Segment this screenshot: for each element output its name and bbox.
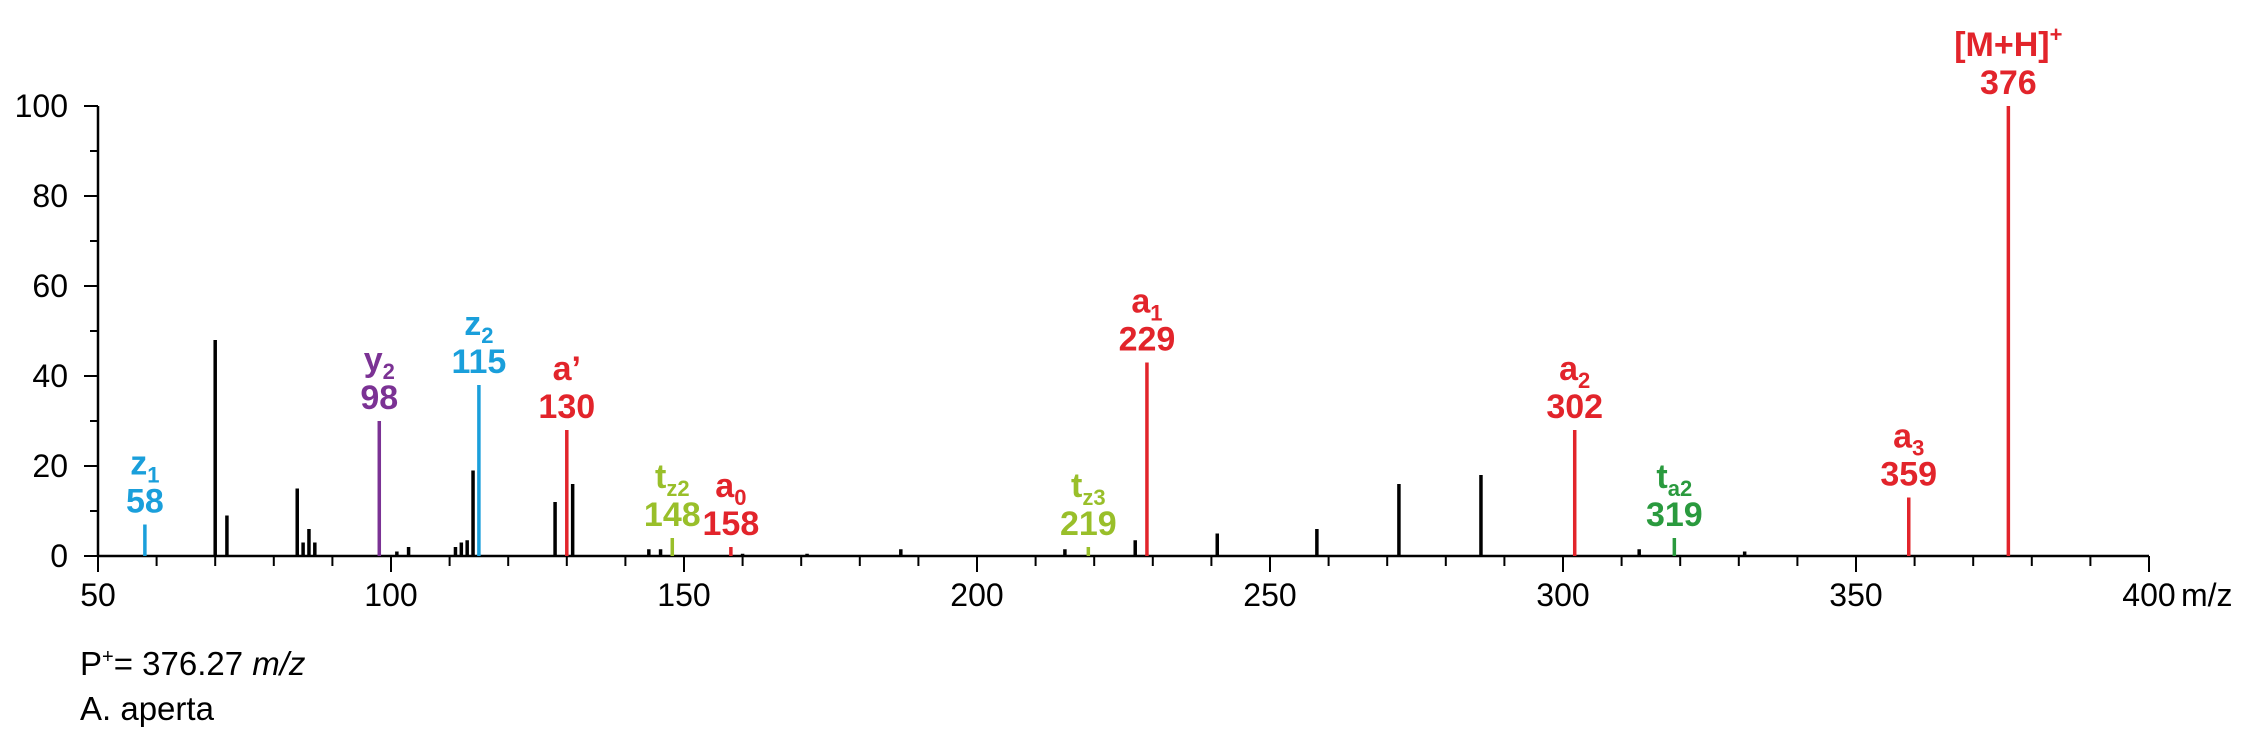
- peak-ion-label: z2: [464, 305, 493, 348]
- mass-spectrum-chart: 50 100 150 200 250 300 350 400 m/z 0 20 40 60 80 100 5…: [15, 22, 2233, 613]
- peak-ion-label: ta2: [1656, 458, 1692, 501]
- peak-value-label: 98: [360, 379, 398, 417]
- peaks: [143, 106, 2011, 556]
- peak-value-label: 148: [644, 496, 701, 534]
- x-tick-label: 250: [1243, 577, 1296, 613]
- peak-value-label: 219: [1060, 505, 1117, 543]
- x-tick-label: 300: [1536, 577, 1589, 613]
- peak-ion-label: a3: [1893, 418, 1924, 461]
- x-tick-label: 50: [80, 577, 116, 613]
- peak-value-label: 302: [1546, 388, 1603, 426]
- peak-ion-label: a1: [1131, 283, 1162, 326]
- peak-ion-label: z1: [130, 445, 159, 488]
- x-tick-label: 150: [657, 577, 710, 613]
- y-tick-label: 0: [50, 538, 68, 574]
- peak-ion-label: y2: [364, 341, 395, 384]
- precursor-value: = 376.27: [113, 645, 244, 682]
- peak-ion-label: a0: [715, 467, 746, 510]
- x-tick-label: 100: [364, 577, 417, 613]
- x-tick-label: 200: [950, 577, 1003, 613]
- peak-ion-label: tz3: [1071, 467, 1106, 510]
- precursor-unit: m/z: [252, 645, 306, 682]
- peak-value-label: 359: [1880, 456, 1937, 494]
- peak-value-label: 319: [1646, 496, 1703, 534]
- species-caption: A. aperta: [80, 690, 214, 727]
- peak-value-label: 115: [451, 343, 506, 381]
- peak-value-label: 376: [1980, 64, 2037, 102]
- y-tick-label: 80: [32, 178, 68, 214]
- peak-value-label: 158: [703, 505, 760, 543]
- peak-ion-label: tz2: [655, 458, 690, 501]
- precursor-caption: P+= 376.27 m/z: [80, 645, 305, 683]
- x-axis-label: m/z: [2181, 577, 2233, 613]
- y-tick-label: 100: [15, 88, 68, 124]
- precursor-prefix: P: [80, 645, 103, 682]
- peak-ion-label: a2: [1559, 350, 1590, 393]
- x-tick-label: 350: [1829, 577, 1882, 613]
- y-tick-label: 60: [32, 268, 68, 304]
- peak-value-label: 229: [1119, 321, 1176, 359]
- peak-value-label: 130: [538, 388, 595, 426]
- y-tick-label: 20: [32, 448, 68, 484]
- x-tick-label: 400: [2122, 577, 2175, 613]
- y-tick-label: 40: [32, 358, 68, 394]
- axes: 50 100 150 200 250 300 350 400 m/z 0 20 40 60 80 100: [15, 88, 2233, 613]
- peak-ion-label: [M+H]+: [1954, 22, 2062, 64]
- peak-ion-label: a’: [553, 350, 581, 388]
- peak-value-label: 58: [126, 483, 164, 521]
- precursor-sup: +: [102, 646, 114, 668]
